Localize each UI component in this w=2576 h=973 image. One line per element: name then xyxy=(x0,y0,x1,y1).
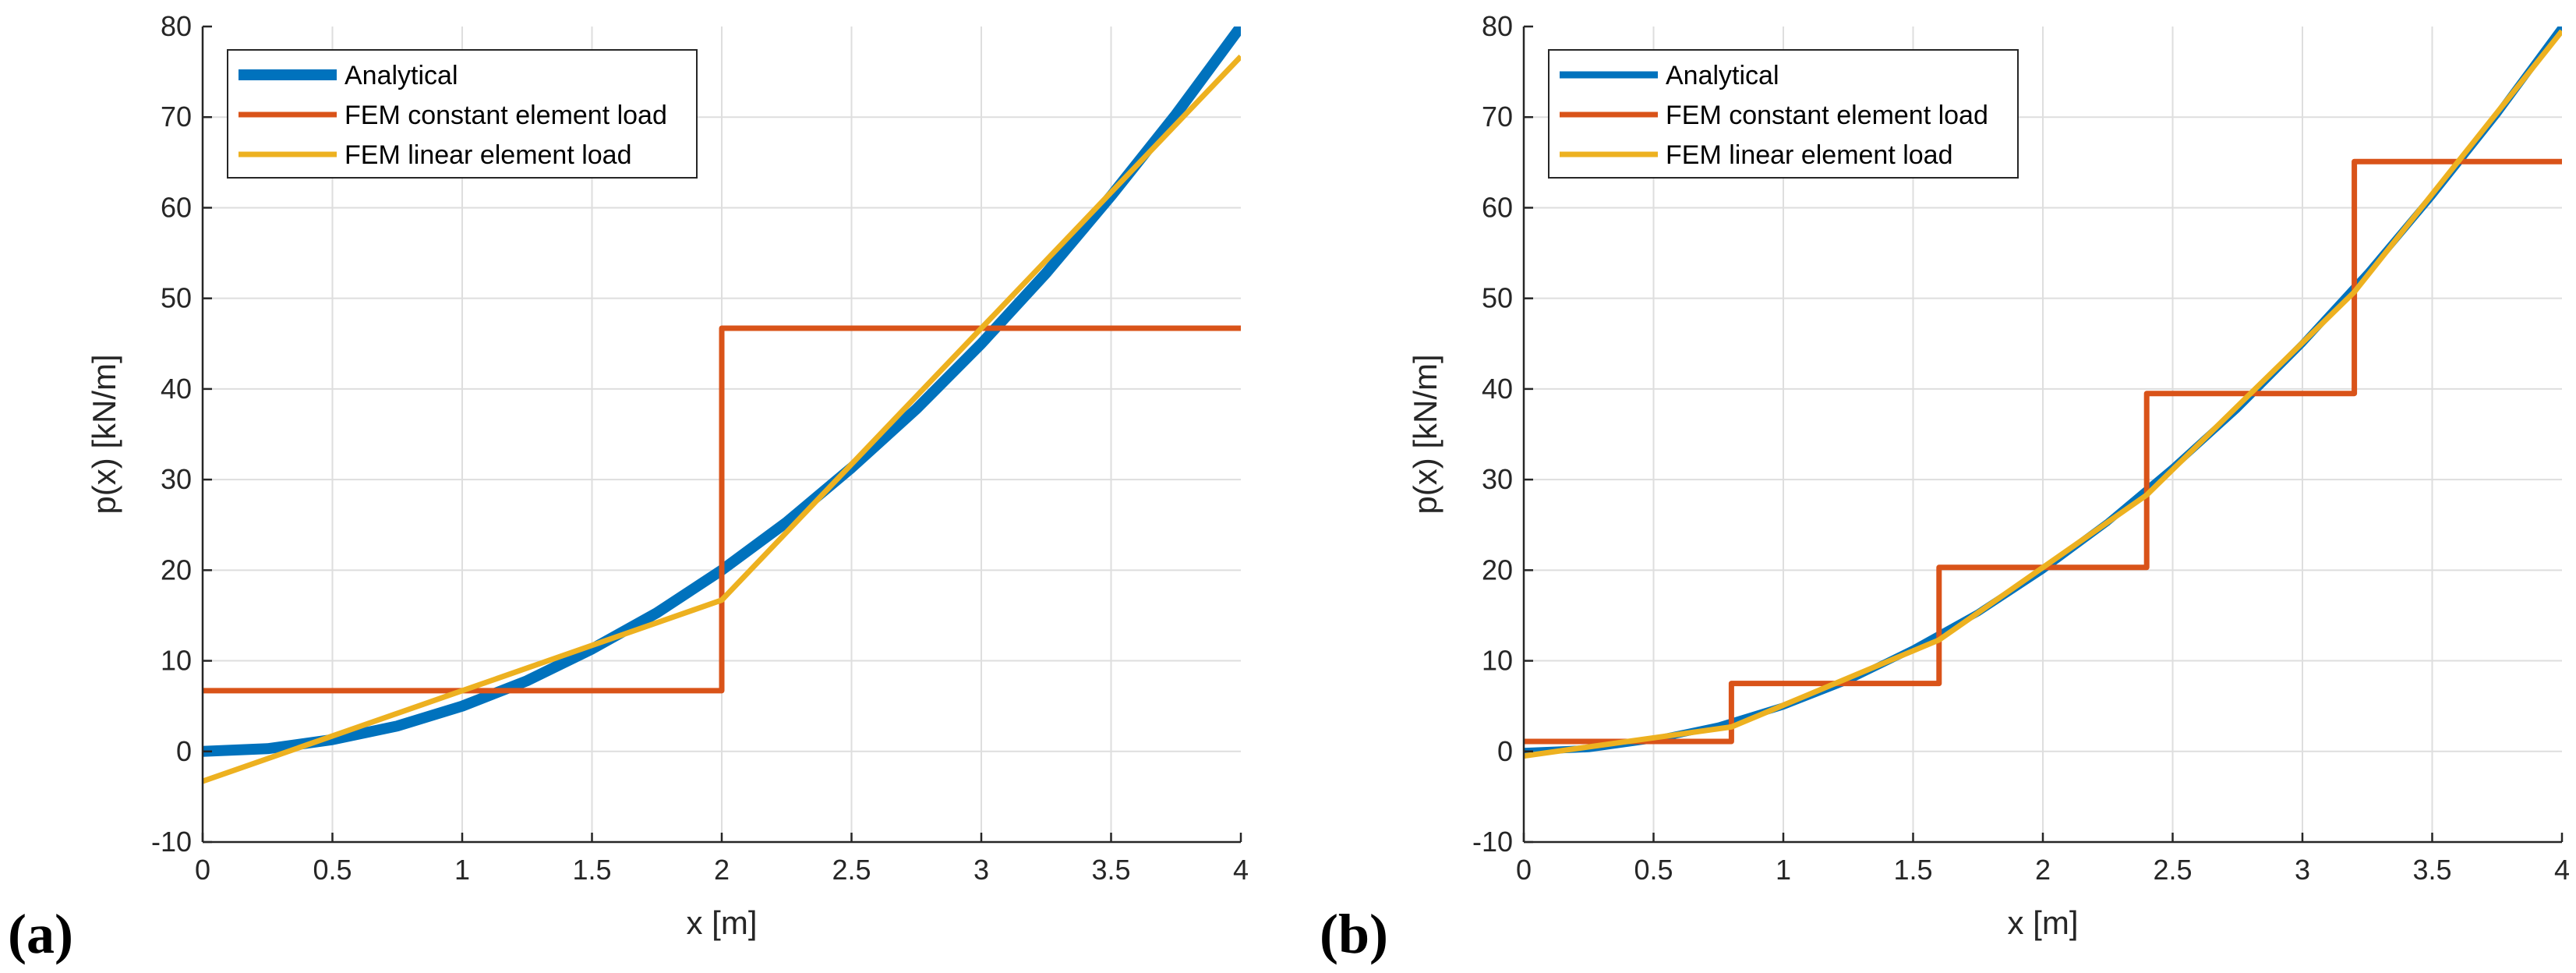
x-tick-label: 2 xyxy=(2035,854,2051,886)
series-line-fem-linear-element-load xyxy=(203,54,1241,784)
x-tick-label: 3.5 xyxy=(1091,854,1130,886)
x-tick-label: 1 xyxy=(1776,854,1791,886)
x-tick-label: 0 xyxy=(1516,854,1532,886)
x-tick-label: 0.5 xyxy=(313,854,352,886)
y-tick-label: 40 xyxy=(161,373,192,405)
x-tick-label: 0.5 xyxy=(1634,854,1673,886)
y-tick-label: 80 xyxy=(1482,10,1513,42)
y-tick-label: 30 xyxy=(1482,463,1513,495)
legend-entry: Analytical xyxy=(1666,61,1779,90)
legend-entry: Analytical xyxy=(345,61,458,90)
y-tick-label: -10 xyxy=(1472,826,1513,858)
y-tick-label: 80 xyxy=(161,10,192,42)
x-tick-label: 4 xyxy=(2554,854,2570,886)
panel-label: (b) xyxy=(1320,903,1388,965)
legend-entry: FEM linear element load xyxy=(345,140,632,170)
y-axis-label: p(x) [kN/m] xyxy=(1407,354,1443,514)
y-tick-label: -10 xyxy=(151,826,192,858)
series-group xyxy=(1524,27,2562,759)
y-tick-label: 40 xyxy=(1482,373,1513,405)
x-tick-label: 3 xyxy=(974,854,989,886)
y-tick-label: 50 xyxy=(1482,282,1513,314)
x-tick-label: 1.5 xyxy=(1893,854,1932,886)
x-tick-label: 2.5 xyxy=(2153,854,2192,886)
y-tick-label: 20 xyxy=(161,554,192,586)
y-axis-label: p(x) [kN/m] xyxy=(86,354,122,514)
legend-entry: FEM linear element load xyxy=(1666,140,1953,170)
y-tick-label: 70 xyxy=(1482,101,1513,133)
y-tick-label: 30 xyxy=(161,463,192,495)
x-tick-label: 2.5 xyxy=(832,854,871,886)
series-line-fem-linear-element-load xyxy=(1524,29,2562,759)
legend-entry: FEM constant element load xyxy=(1666,101,1988,130)
series-group xyxy=(203,27,1241,784)
y-tick-label: 20 xyxy=(1482,554,1513,586)
legend: Analytical FEM constant element load FEM l… xyxy=(227,49,698,179)
legend: Analytical FEM constant element load FEM l… xyxy=(1548,49,2019,179)
x-tick-label: 1.5 xyxy=(572,854,611,886)
tick-marks xyxy=(201,25,1242,844)
grid-lines xyxy=(1524,27,2562,842)
y-tick-label: 50 xyxy=(161,282,192,314)
x-axis-label: x [m] xyxy=(687,904,758,941)
tick-marks xyxy=(1522,25,2564,844)
x-tick-label: 4 xyxy=(1233,854,1249,886)
x-tick-label: 2 xyxy=(714,854,730,886)
panel-label: (a) xyxy=(8,903,73,965)
y-tick-label: 60 xyxy=(161,191,192,223)
legend-entry: FEM constant element load xyxy=(345,101,667,130)
x-axis-label: x [m] xyxy=(2008,904,2079,941)
y-tick-label: 0 xyxy=(176,735,192,767)
y-tick-label: 60 xyxy=(1482,191,1513,223)
y-tick-label: 10 xyxy=(161,645,192,677)
x-tick-label: 3.5 xyxy=(2412,854,2451,886)
y-tick-label: 10 xyxy=(1482,645,1513,677)
y-tick-label: 0 xyxy=(1497,735,1513,767)
x-tick-label: 0 xyxy=(195,854,210,886)
x-tick-label: 3 xyxy=(2295,854,2310,886)
x-tick-label: 1 xyxy=(454,854,470,886)
y-tick-label: 70 xyxy=(161,101,192,133)
